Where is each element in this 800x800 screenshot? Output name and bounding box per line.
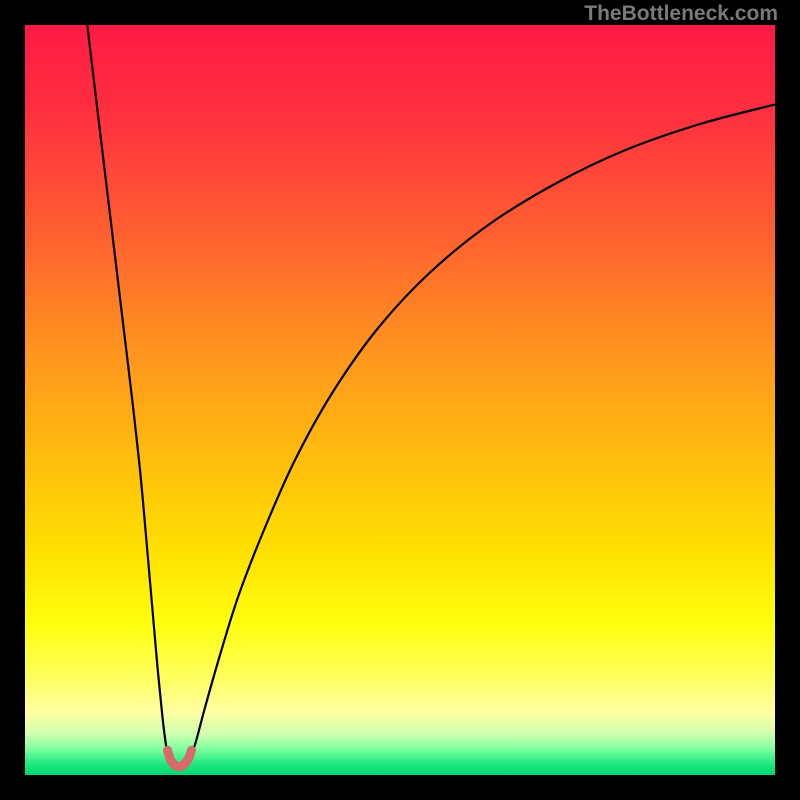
chart-svg bbox=[25, 25, 775, 775]
plot-area bbox=[25, 25, 775, 775]
watermark-text: TheBottleneck.com bbox=[584, 2, 778, 26]
chart-frame bbox=[25, 25, 775, 775]
gradient-background bbox=[25, 25, 775, 775]
